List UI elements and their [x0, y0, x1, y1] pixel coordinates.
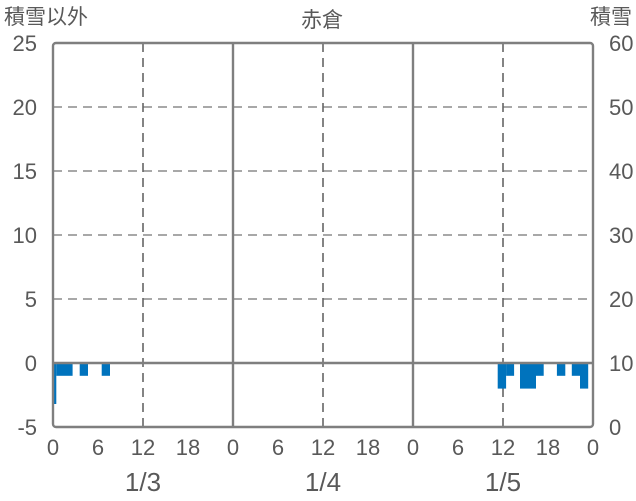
svg-text:6: 6: [272, 435, 284, 460]
svg-text:0: 0: [227, 435, 239, 460]
svg-text:6: 6: [92, 435, 104, 460]
svg-text:0: 0: [47, 435, 59, 460]
svg-text:15: 15: [13, 159, 37, 184]
svg-text:50: 50: [609, 95, 633, 120]
svg-text:12: 12: [311, 435, 335, 460]
svg-text:6: 6: [452, 435, 464, 460]
svg-text:0: 0: [587, 435, 599, 460]
svg-text:20: 20: [609, 287, 633, 312]
svg-text:18: 18: [176, 435, 200, 460]
svg-text:60: 60: [609, 31, 633, 56]
svg-text:30: 30: [609, 223, 633, 248]
svg-text:1/3: 1/3: [125, 467, 161, 497]
svg-text:40: 40: [609, 159, 633, 184]
svg-text:0: 0: [25, 351, 37, 376]
svg-text:25: 25: [13, 31, 37, 56]
svg-text:1/5: 1/5: [485, 467, 521, 497]
svg-text:1/4: 1/4: [305, 467, 341, 497]
svg-text:18: 18: [356, 435, 380, 460]
svg-text:18: 18: [536, 435, 560, 460]
svg-text:-5: -5: [17, 415, 37, 440]
svg-text:0: 0: [407, 435, 419, 460]
svg-text:20: 20: [13, 95, 37, 120]
svg-text:12: 12: [491, 435, 515, 460]
svg-text:0: 0: [609, 415, 621, 440]
svg-text:10: 10: [609, 351, 633, 376]
svg-text:5: 5: [25, 287, 37, 312]
svg-text:10: 10: [13, 223, 37, 248]
svg-text:12: 12: [131, 435, 155, 460]
